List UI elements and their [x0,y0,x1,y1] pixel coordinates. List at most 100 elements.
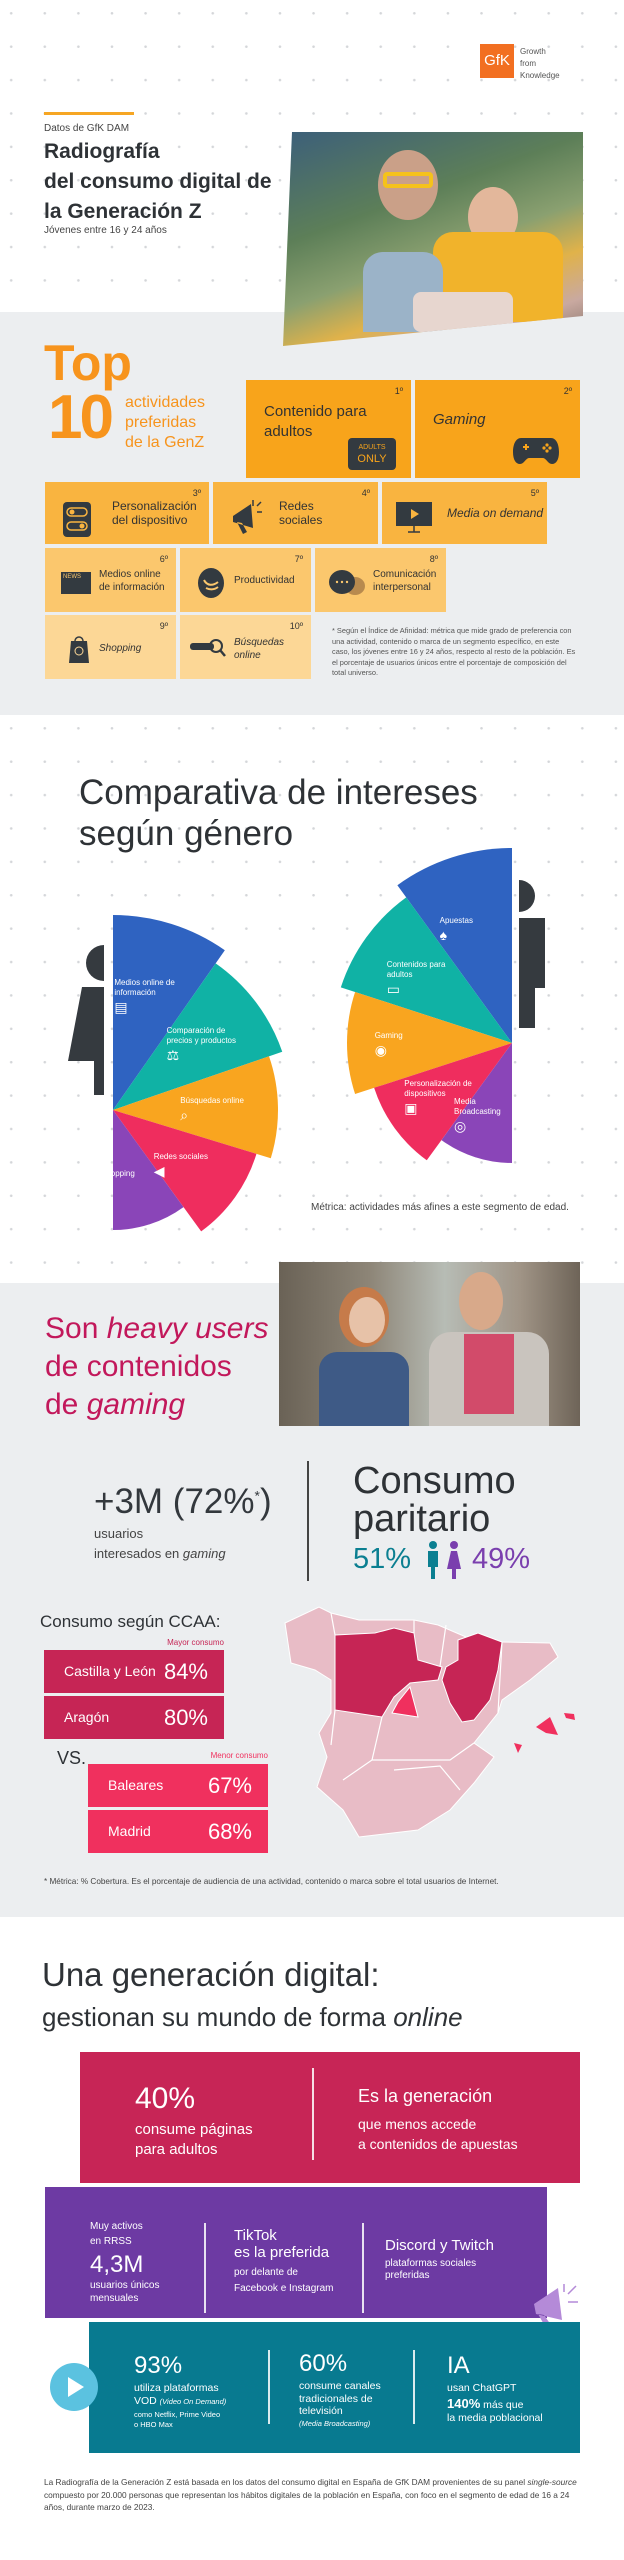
photo-face [349,1297,385,1343]
activity-tile-3: 3º Personalización del dispositivo [45,482,209,544]
male-silhouette-icon [519,880,545,1028]
region: Castilla y León [64,1663,156,1679]
megaphone-icon: ◀ [153,1163,165,1179]
pink-shirt [464,1334,514,1414]
wedge-label-text: Búsquedas online [180,1096,244,1106]
activity-label: Comunicación interpersonal [373,569,437,593]
text: single-source [527,2477,577,2487]
divider [413,2350,415,2424]
activity-label: Contenido para adultos [264,403,367,440]
tagline-line: Growth [520,47,546,56]
top-word: Top [44,335,132,391]
female-label: Medios online de información ▤ [114,978,184,1014]
text: online [393,2002,463,2032]
male-person-icon [428,1541,438,1579]
title-line: Comparativa de intereses [79,773,478,812]
desc-line: o HBO Max [134,2420,173,2429]
value: 68% [207,1819,252,1844]
text: interesados en [94,1546,183,1561]
map-borders [330,1612,503,1791]
shopping-bag-icon [69,636,89,663]
text: VOD [134,2395,160,2407]
gaming-heading: Son heavy users de contenidos de gaming [45,1310,268,1424]
stat-value: 40% [135,2082,196,2115]
search-bar-icon [190,639,226,657]
stat-desc: la media poblacional [447,2412,543,2424]
rank: 1º [394,386,403,396]
activity-tile-9: 9º Shopping [45,615,176,679]
metric-note: Métrica: actividades más afines a este s… [311,1202,569,1213]
tagline-line: Knowledge [520,71,560,80]
male-wedge [397,848,512,1043]
divider [268,2350,270,2424]
wedge-label-text: Apuestas [439,916,473,926]
social-media-box: Muy activos en RRSS 4,3M usuarios únicos m… [45,2187,547,2318]
higher-label: Mayor consumo [167,1638,224,1647]
sunglasses [383,172,433,188]
adults-only-sign-icon: ▭ [386,981,400,998]
text-line: Muy activos [90,2221,143,2232]
chat-bubbles-icon [329,570,365,595]
text: compuesto por 20.000 personas que repres… [44,2489,570,2513]
region: Baleares [108,1777,164,1793]
male-percent: 51% [353,1543,412,1575]
vod-line: VOD (Video On Demand) [134,2395,226,2407]
desc-line: tradicionales de [299,2392,373,2405]
desc-line: televisión [299,2405,343,2417]
caption-line: actividades [125,394,206,411]
desc-line: como Netflix, Prime Video [134,2410,221,2419]
megaphone-icon [233,500,262,534]
female-wedge [113,963,283,1110]
newspaper-icon: NEWS [61,572,91,594]
male-label: Personalización de dispositivos ▣ [404,1079,474,1115]
productivity-icon [198,568,224,598]
desc-line: mensuales [90,2293,139,2304]
desc-line: consume páginas [135,2121,253,2138]
kicker: Datos de GfK DAM [44,123,130,134]
wedge-label-text: Redes sociales [153,1152,208,1161]
caption-line: de la GenZ [125,434,205,451]
text: (Video On Demand) [159,2397,227,2406]
activity-tile-1: 1º Contenido para adultos ADULTS ONLY [246,380,411,478]
ccaa-row: Baleares 67% [88,1764,268,1807]
female-label: Redes sociales ◀ [153,1152,224,1179]
logo-tagline: Growth from Knowledge [520,46,560,82]
rank: 6º [159,554,168,564]
affinity-footnote: * Según el Índice de Afinidad: métrica q… [332,626,576,677]
desc-line: interesados en gaming [94,1544,226,1564]
page-title: Radiografía del consumo digital de la Ge… [44,137,272,227]
heading-line: Son heavy users [45,1310,268,1348]
stat-small: como Netflix, Prime Video o HBO Max [134,2410,220,2430]
map-spain-base [284,1606,559,1838]
stat-value: 93% [134,2352,183,2379]
region: Madrid [108,1823,151,1839]
female-percent: 49% [472,1543,531,1575]
activity-tile-8: 8º Comunicación interpersonal [315,548,446,612]
wedge-label-text: Comparación de precios y productos [166,1026,236,1046]
search-icon: ⌕ [180,1107,189,1124]
map-baleares [514,1743,522,1753]
text: La Radiografía de la Generación Z está b… [44,2477,528,2487]
activity-label: Media on demand [447,506,544,520]
stat-value: 60% [299,2350,348,2377]
activity-label: Shopping [99,643,142,654]
male-label: Media Broadcasting ◎ [454,1097,524,1133]
female-wedge [113,1110,184,1230]
shopping-bag-icon: ◙ [100,1179,110,1196]
text: de [45,1388,87,1421]
hero-photo [283,132,583,346]
title-line: la Generación Z [44,200,202,223]
male-wedge [441,1043,512,1163]
activity-tile-10: 10º Búsquedas online [180,615,311,679]
asterisk: * [254,1487,260,1504]
desc-line: consume canales [299,2380,381,2392]
stat-desc: utiliza plataformas [134,2382,219,2394]
male-wedge [347,992,512,1094]
female-silhouette-icon [68,945,104,1095]
stat: ) [259,1482,272,1521]
wedge-label-text: Gaming [374,1031,403,1040]
spade-icon: ♠ [439,927,448,944]
icon-text: ONLY [357,453,387,465]
methodology-footer: La Radiografía de la Generación Z está b… [44,2476,584,2514]
region: Aragón [64,1709,110,1725]
